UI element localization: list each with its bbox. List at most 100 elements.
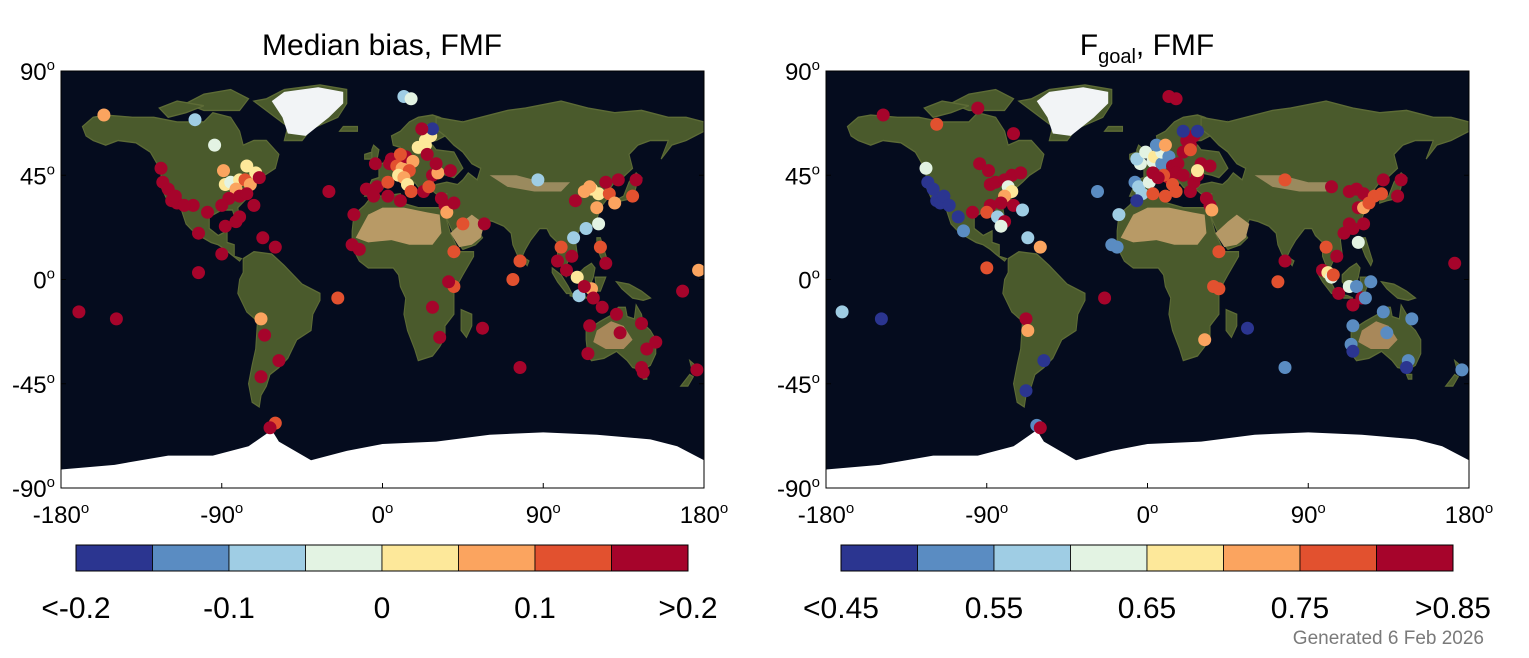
- station-point: [1278, 173, 1292, 187]
- station-point: [1448, 256, 1462, 270]
- desert-area: [489, 175, 571, 192]
- footer-generated-date: Generated 6 Feb 2026: [1293, 628, 1484, 649]
- land-shape: [1002, 250, 1086, 408]
- station-point: [568, 194, 582, 208]
- station-point: [1278, 361, 1292, 374]
- station-point: [177, 198, 191, 212]
- station-point: [1212, 245, 1226, 259]
- colorbar: <-0.2 -0.1 0 0.1 >0.2: [41, 544, 718, 625]
- station-point: [456, 217, 470, 231]
- station-point: [215, 198, 229, 212]
- station-point: [477, 217, 491, 231]
- station-point: [951, 210, 965, 224]
- station-point: [560, 263, 573, 277]
- station-point: [347, 208, 361, 222]
- station-point: [381, 175, 395, 189]
- station-point: [649, 335, 663, 349]
- station-point: [218, 219, 232, 233]
- land-shape: [1405, 373, 1413, 380]
- colorbar-segment: [1299, 544, 1377, 572]
- station-point: [1455, 363, 1469, 377]
- colorbar-segment: [152, 544, 230, 572]
- station-point: [926, 182, 940, 196]
- station-point: [980, 261, 994, 275]
- colorbar-label: -0.1: [203, 592, 255, 625]
- y-tick-label: 0o: [798, 266, 820, 295]
- station-point: [208, 138, 222, 152]
- station-point: [692, 263, 704, 277]
- station-point: [415, 122, 429, 136]
- station-point: [1380, 326, 1394, 340]
- station-point: [551, 254, 564, 268]
- station-point: [1376, 173, 1390, 187]
- colorbar-segment: [1146, 544, 1224, 572]
- station-point: [254, 312, 268, 326]
- title-tail: , FMF: [1136, 29, 1214, 62]
- desert-area: [1254, 175, 1336, 192]
- station-point: [1169, 92, 1183, 106]
- station-point: [1330, 249, 1344, 263]
- station-point: [577, 280, 591, 293]
- station-point: [1358, 291, 1372, 305]
- station-point: [1019, 384, 1033, 398]
- station-point: [433, 330, 447, 344]
- map-area: [61, 84, 704, 488]
- station-point: [240, 159, 254, 173]
- land-shape: [1225, 308, 1238, 339]
- station-point: [229, 215, 243, 229]
- land-shape: [551, 266, 573, 295]
- station-point: [640, 342, 654, 356]
- station-point: [429, 157, 443, 171]
- station-point: [994, 196, 1008, 210]
- station-point: [942, 198, 956, 212]
- antarctica: [61, 430, 704, 488]
- station-point: [272, 354, 286, 368]
- station-point: [583, 319, 597, 333]
- station-point: [109, 312, 123, 326]
- x-tick-label: 90o: [1291, 500, 1326, 529]
- station-point: [593, 240, 607, 254]
- station-point: [404, 92, 418, 106]
- station-point: [186, 198, 200, 212]
- x-tick-label: 180o: [680, 500, 728, 529]
- station-point: [980, 205, 994, 219]
- x-tick-label: -90o: [965, 500, 1008, 529]
- station-point: [513, 254, 527, 268]
- land-shape: [460, 308, 473, 339]
- station-point: [1278, 254, 1292, 268]
- station-point: [919, 161, 933, 175]
- station-point: [352, 242, 366, 256]
- station-point: [1191, 164, 1204, 178]
- y-tick-label: 45o: [20, 161, 55, 190]
- colorbar: <0.45 0.55 0.65 0.75 >0.85: [803, 544, 1491, 625]
- land-shape: [1379, 280, 1417, 302]
- station-point: [595, 300, 609, 314]
- station-point: [1319, 240, 1333, 254]
- station-point: [876, 108, 890, 122]
- land-shape: [237, 250, 321, 408]
- station-point: [426, 300, 439, 314]
- station-point: [192, 266, 205, 280]
- land-shape: [923, 100, 970, 119]
- station-point: [1391, 189, 1405, 203]
- land-shape: [1361, 237, 1374, 267]
- station-point: [971, 101, 985, 115]
- colorbar-label: <0.45: [803, 592, 879, 625]
- station-point: [835, 305, 849, 319]
- station-point: [1158, 138, 1172, 152]
- station-point: [1405, 312, 1419, 326]
- station-point: [442, 275, 456, 289]
- station-point: [252, 171, 266, 185]
- station-point: [1357, 217, 1371, 231]
- colorbar-label: >0.85: [1415, 592, 1491, 625]
- station-point: [1207, 280, 1221, 293]
- station-point: [608, 196, 622, 210]
- land-shape: [364, 151, 373, 160]
- station-point: [97, 108, 111, 122]
- station-point: [1271, 275, 1285, 289]
- colorbar-segment: [993, 544, 1071, 572]
- y-tick-label: -45o: [12, 370, 55, 399]
- station-point: [626, 189, 640, 203]
- station-point: [1037, 354, 1051, 368]
